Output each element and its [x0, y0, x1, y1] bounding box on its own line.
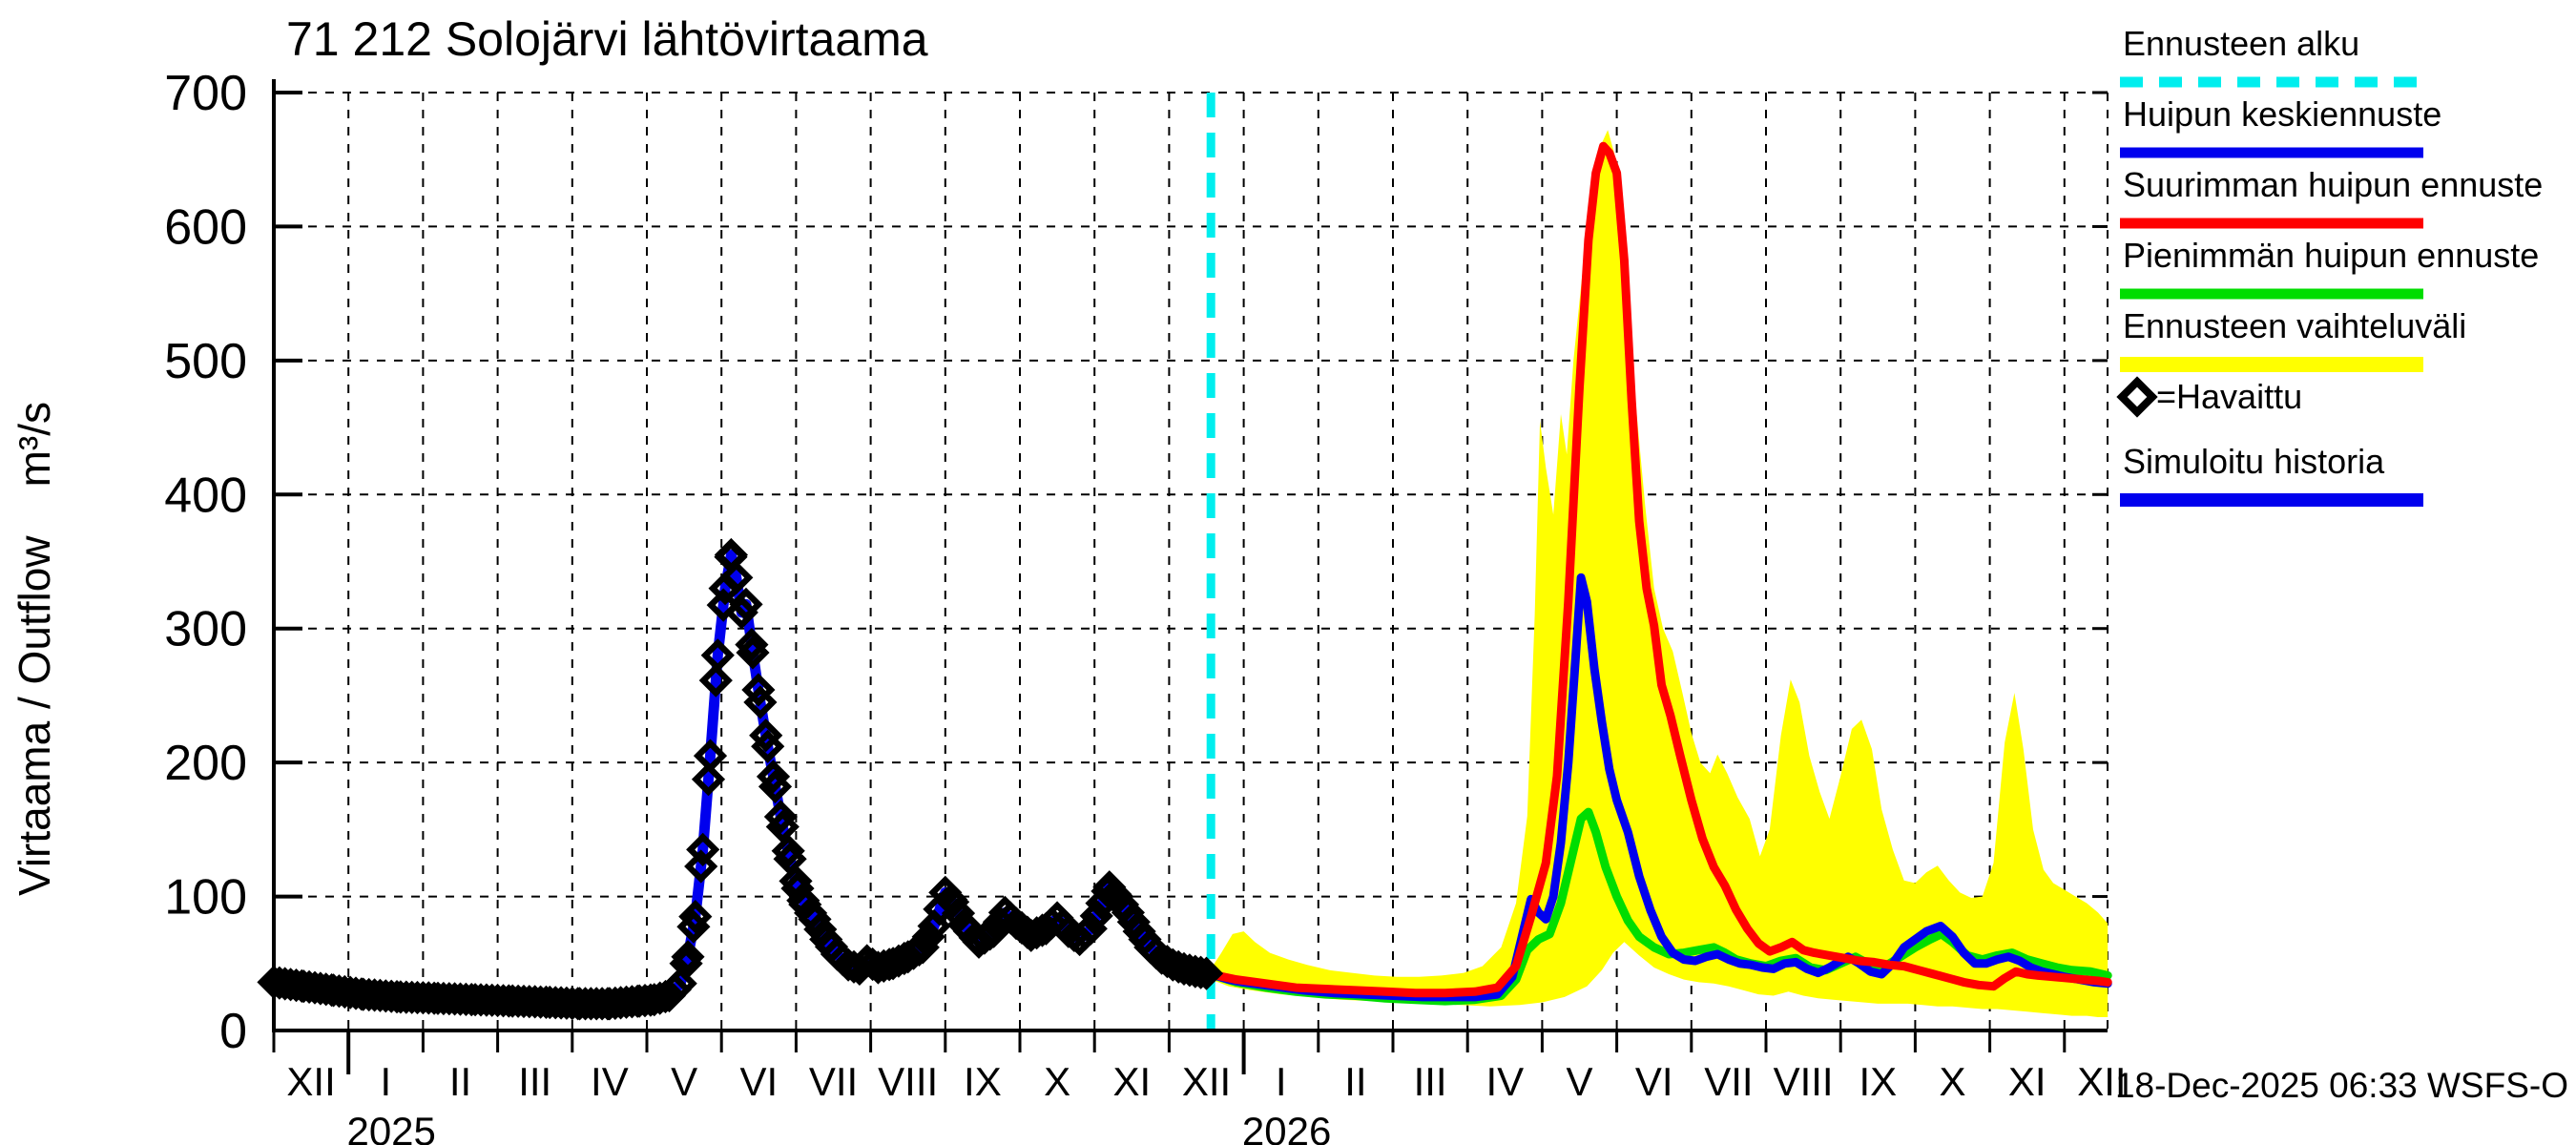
legend-label: Ennusteen vaihteluväli [2123, 306, 2466, 345]
forecast-range-band [1211, 130, 2109, 1018]
timestamp-label: 18-Dec-2025 06:33 WSFS-O [2115, 1066, 2568, 1105]
chart-title: 71 212 Solojärvi lähtövirtaama [286, 12, 928, 66]
x-month-label: III [1414, 1059, 1447, 1104]
x-month-label: X [1044, 1059, 1070, 1104]
x-year-label-2026: 2026 [1242, 1109, 1331, 1145]
x-month-label: XII [286, 1059, 335, 1104]
y-tick-label-500: 500 [164, 334, 247, 389]
x-month-label: V [671, 1059, 697, 1104]
axes-and-ticks [272, 79, 2108, 1074]
x-month-label: XII [2077, 1059, 2126, 1104]
x-month-label: II [1344, 1059, 1366, 1104]
legend-item-band: Ennusteen vaihteluväli [2120, 306, 2466, 372]
x-month-label: V [1566, 1059, 1592, 1104]
x-month-label: VI [739, 1059, 778, 1104]
x-month-label: IV [591, 1059, 629, 1104]
legend-label: Pienimmän huipun ennuste [2123, 236, 2539, 275]
y-tick-label-700: 700 [164, 66, 247, 121]
y-tick-label-600: 600 [164, 199, 247, 255]
legend-item-havaittu: =Havaittu [2116, 376, 2302, 418]
y-tick-label-400: 400 [164, 468, 247, 523]
x-month-label: VIII [1774, 1059, 1834, 1104]
x-month-label: IX [1859, 1059, 1897, 1104]
x-month-label: XI [1112, 1059, 1151, 1104]
y-tick-label-300: 300 [164, 602, 247, 657]
x-month-label: XI [2008, 1059, 2046, 1104]
legend-label: =Havaittu [2156, 377, 2302, 416]
legend-item-line: Suurimman huipun ennuste [2120, 165, 2543, 229]
x-month-label: VII [809, 1059, 858, 1104]
x-month-label: VIII [878, 1059, 938, 1104]
legend-label: Suurimman huipun ennuste [2123, 165, 2543, 204]
forecast-series [1206, 141, 2112, 1006]
legend-label: Simuloitu historia [2123, 442, 2385, 481]
legend-label: Ennusteen alku [2123, 24, 2359, 63]
legend-item-line: Pienimmän huipun ennuste [2120, 236, 2539, 300]
y-tick-label-0: 0 [219, 1004, 247, 1059]
x-month-label: II [449, 1059, 471, 1104]
x-month-label: VII [1704, 1059, 1753, 1104]
legend-item-line: Huipun keskiennuste [2120, 94, 2441, 158]
x-month-label: XII [1182, 1059, 1231, 1104]
legend-label: Huipun keskiennuste [2123, 94, 2441, 134]
observed-diamonds-path [257, 537, 1224, 1021]
max-peak-forecast-line [1206, 141, 2112, 998]
legend-item-thick-line: Simuloitu historia [2120, 442, 2423, 507]
legend-item-dashed-line: Ennusteen alku [2120, 24, 2423, 88]
x-month-label: III [518, 1059, 551, 1104]
observed-and-simulated-history [257, 537, 1224, 1021]
legend: Ennusteen alku Huipun keskiennuste Suurimm… [2116, 24, 2543, 507]
x-month-label: IV [1485, 1059, 1524, 1104]
observed-diamond-markers [257, 537, 1224, 1021]
x-month-label: I [380, 1059, 391, 1104]
forecast-range-polygon [1211, 130, 2109, 1018]
x-month-label: VI [1635, 1059, 1673, 1104]
y-tick-label-200: 200 [164, 736, 247, 791]
x-month-label: IX [964, 1059, 1002, 1104]
x-month-label: I [1276, 1059, 1287, 1104]
x-year-label-2025: 2025 [346, 1109, 435, 1145]
legend-diamond-icon [2116, 376, 2158, 418]
y-axis-label: Virtaama / Outflow m³/s [10, 402, 59, 896]
x-month-label: X [1939, 1059, 1965, 1104]
y-tick-label-100: 100 [164, 870, 247, 926]
